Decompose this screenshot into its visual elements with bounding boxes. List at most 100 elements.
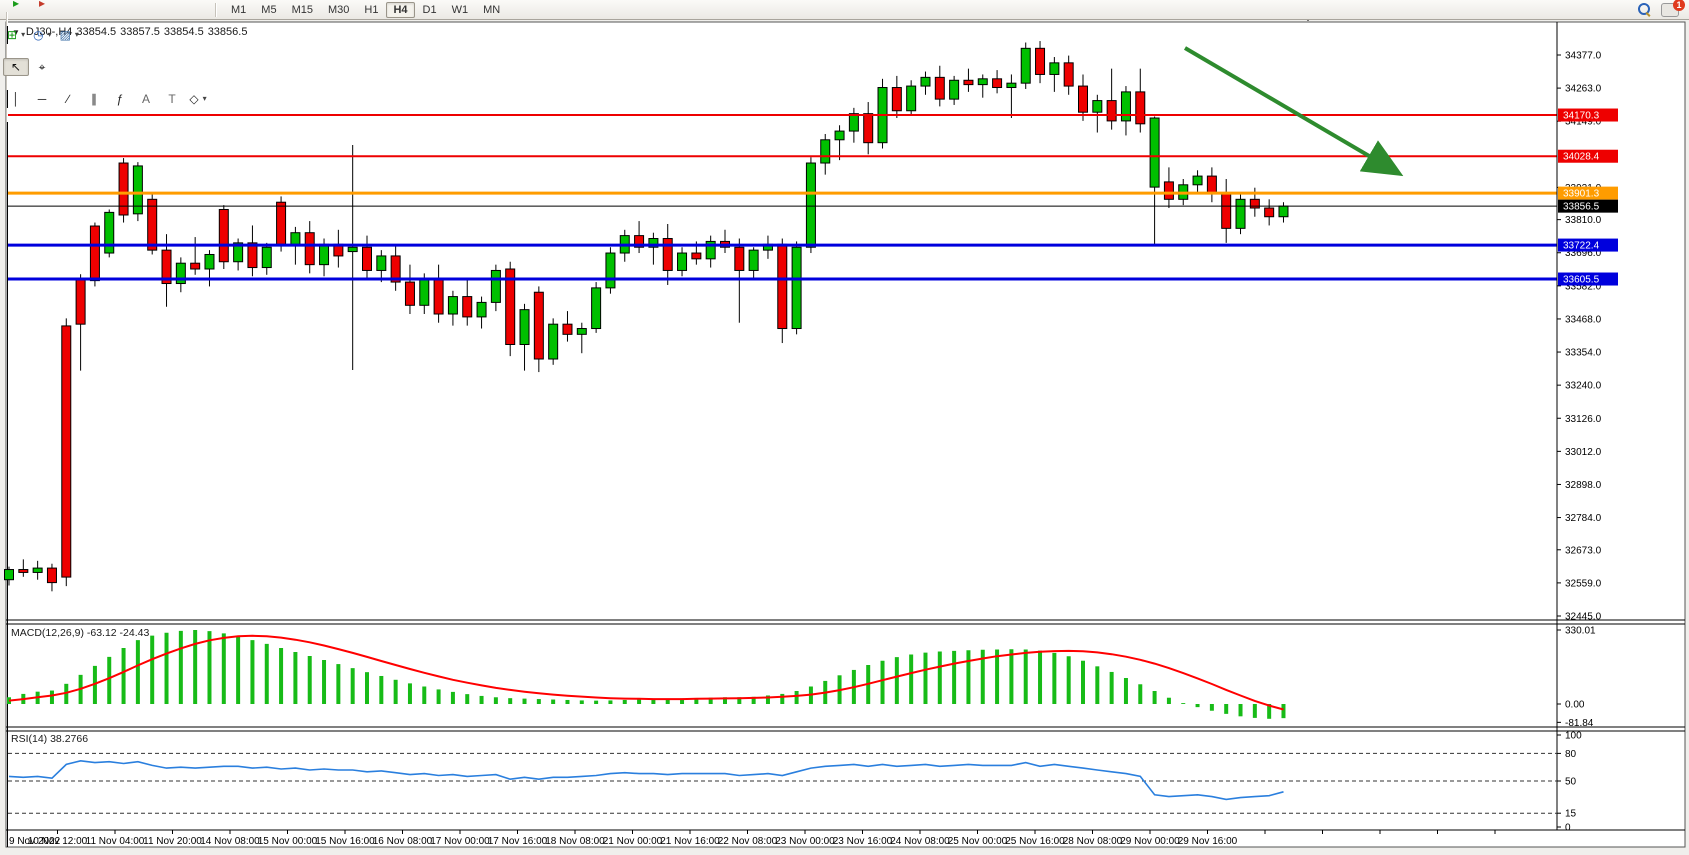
fibonacci-icon: ƒ bbox=[116, 91, 124, 106]
svg-text:33468.0: 33468.0 bbox=[1565, 314, 1602, 325]
auto-scroll-button[interactable]: ▸ bbox=[3, 0, 29, 12]
symbol-dropdown-icon[interactable]: ▼ bbox=[12, 28, 20, 37]
svg-text:16 Nov 08:00: 16 Nov 08:00 bbox=[373, 836, 433, 847]
svg-text:32673.0: 32673.0 bbox=[1565, 545, 1602, 556]
svg-text:23 Nov 00:00: 23 Nov 00:00 bbox=[775, 836, 835, 847]
svg-text:330.01: 330.01 bbox=[1565, 626, 1596, 637]
svg-text:33605.5: 33605.5 bbox=[1563, 275, 1600, 286]
periods-button[interactable]: ◷ ▾ bbox=[29, 26, 56, 44]
svg-text:9 Nov 2022: 9 Nov 2022 bbox=[9, 836, 61, 847]
horizontal-line-icon: ─ bbox=[37, 91, 47, 106]
svg-text:34149.0: 34149.0 bbox=[1565, 117, 1602, 128]
timeframe-H4[interactable]: H4 bbox=[386, 1, 415, 18]
shapes-caret-icon[interactable]: ▾ bbox=[202, 94, 207, 103]
svg-text:11 Nov 04:00: 11 Nov 04:00 bbox=[86, 836, 145, 847]
ohlc-low: 33854.5 bbox=[163, 26, 204, 38]
toolbar-separator bbox=[6, 11, 7, 26]
text-button[interactable]: A bbox=[133, 90, 159, 108]
svg-text:50: 50 bbox=[1565, 777, 1577, 788]
svg-text:18 Nov 08:00: 18 Nov 08:00 bbox=[545, 836, 605, 847]
channel-button[interactable]: ∥ bbox=[81, 90, 107, 108]
trendline-button[interactable]: ∕ bbox=[55, 90, 81, 108]
periods-caret-icon[interactable]: ▾ bbox=[47, 30, 52, 39]
trendline-icon: ∕ bbox=[66, 91, 69, 106]
svg-text:100: 100 bbox=[1565, 731, 1582, 742]
timeframe-H1[interactable]: H1 bbox=[364, 3, 379, 16]
templates-button[interactable]: ▨ ▾ bbox=[56, 26, 83, 44]
svg-text:28 Nov 08:00: 28 Nov 08:00 bbox=[1063, 836, 1123, 847]
chart-shift-button[interactable]: ▸ bbox=[29, 0, 55, 12]
timeframe-D1[interactable]: D1 bbox=[422, 3, 437, 16]
svg-text:0.00: 0.00 bbox=[1565, 700, 1585, 711]
svg-text:21 Nov 00:00: 21 Nov 00:00 bbox=[603, 836, 663, 847]
indicators-caret-icon[interactable]: ▾ bbox=[21, 30, 26, 39]
toolbar-separator bbox=[6, 75, 7, 90]
svg-text:34377.0: 34377.0 bbox=[1565, 51, 1602, 62]
svg-text:29 Nov 16:00: 29 Nov 16:00 bbox=[1178, 836, 1238, 847]
panel-splitter-macd[interactable] bbox=[0, 617, 1689, 624]
svg-text:32445.0: 32445.0 bbox=[1565, 611, 1602, 622]
timeframe-M30[interactable]: M30 bbox=[327, 3, 350, 16]
rsi-indicator-label: RSI(14) 38.2766 bbox=[11, 733, 89, 745]
search-icon[interactable] bbox=[1638, 3, 1651, 16]
crosshair-button[interactable]: ⌖ bbox=[29, 58, 55, 76]
svg-text:34028.4: 34028.4 bbox=[1563, 152, 1600, 163]
svg-text:0: 0 bbox=[1565, 823, 1571, 834]
svg-text:15 Nov 00:00: 15 Nov 00:00 bbox=[258, 836, 318, 847]
channel-icon: ∥ bbox=[91, 91, 97, 106]
toolbar-buttons: ⊞新订单◆☻◉●自动交易▥▮∿⊕⊖▦▸▸⊞▾◷▾▨▾↖⌖│─∕∥ƒAT◇▾ bbox=[3, 0, 211, 122]
svg-text:33012.0: 33012.0 bbox=[1565, 447, 1602, 458]
notifications-icon[interactable]: 1 bbox=[1661, 0, 1685, 17]
svg-text:-81.84: -81.84 bbox=[1565, 718, 1594, 729]
toolbar: ⊞新订单◆☻◉●自动交易▥▮∿⊕⊖▦▸▸⊞▾◷▾▨▾↖⌖│─∕∥ƒAT◇▾ M1… bbox=[0, 0, 1689, 122]
auto-scroll-icon: ▸ bbox=[12, 0, 20, 10]
chart-info-line[interactable]: ▼ DJ30-,H4 33854.5 33857.5 33854.5 33856.5 bbox=[12, 26, 251, 38]
ohlc-open: 33854.5 bbox=[76, 26, 117, 38]
cursor-icon: ↖ bbox=[10, 59, 22, 74]
ohlc-close: 33856.5 bbox=[207, 26, 248, 38]
svg-text:23 Nov 16:00: 23 Nov 16:00 bbox=[833, 836, 893, 847]
templates-icon: ▨ bbox=[59, 27, 71, 42]
svg-text:33856.5: 33856.5 bbox=[1563, 202, 1600, 213]
indicators-button[interactable]: ⊞ ▾ bbox=[3, 26, 29, 44]
svg-text:17 Nov 00:00: 17 Nov 00:00 bbox=[430, 836, 490, 847]
symbol-period: DJ30-,H4 bbox=[25, 26, 73, 38]
svg-text:33901.3: 33901.3 bbox=[1563, 189, 1600, 200]
timeframe-W1[interactable]: W1 bbox=[451, 3, 469, 16]
svg-text:15 Nov 16:00: 15 Nov 16:00 bbox=[315, 836, 375, 847]
svg-text:32784.0: 32784.0 bbox=[1565, 513, 1602, 524]
timeframe-MN[interactable]: MN bbox=[483, 3, 501, 16]
svg-text:11 Nov 20:00: 11 Nov 20:00 bbox=[143, 836, 202, 847]
toolbar-separator bbox=[215, 2, 216, 17]
toolbar-separator bbox=[6, 107, 7, 122]
svg-text:15: 15 bbox=[1565, 809, 1577, 820]
svg-text:33810.0: 33810.0 bbox=[1565, 215, 1602, 226]
svg-text:32559.0: 32559.0 bbox=[1565, 578, 1602, 589]
svg-text:34170.3: 34170.3 bbox=[1563, 111, 1600, 122]
svg-text:33582.0: 33582.0 bbox=[1565, 281, 1602, 292]
svg-text:33722.4: 33722.4 bbox=[1563, 241, 1600, 252]
svg-text:33126.0: 33126.0 bbox=[1565, 414, 1602, 425]
text-label-icon: T bbox=[168, 91, 176, 106]
svg-text:25 Nov 16:00: 25 Nov 16:00 bbox=[1005, 836, 1065, 847]
timeframe-M15[interactable]: M15 bbox=[291, 3, 313, 16]
shapes-button[interactable]: ◇ ▾ bbox=[185, 90, 211, 108]
horizontal-line-button[interactable]: ─ bbox=[29, 90, 55, 108]
timeframe-M1[interactable]: M1 bbox=[231, 3, 247, 16]
panel-splitter-rsi[interactable] bbox=[0, 724, 1689, 731]
vertical-line-button[interactable]: │ bbox=[3, 90, 29, 108]
crosshair-icon: ⌖ bbox=[38, 59, 46, 74]
templates-caret-icon[interactable]: ▾ bbox=[74, 30, 79, 39]
notification-badge: 1 bbox=[1673, 0, 1685, 11]
svg-text:17 Nov 16:00: 17 Nov 16:00 bbox=[488, 836, 548, 847]
cursor-button[interactable]: ↖ bbox=[3, 57, 29, 76]
toolbar-separator bbox=[6, 43, 7, 58]
ohlc-high: 33857.5 bbox=[120, 26, 160, 38]
text-label-button[interactable]: T bbox=[159, 90, 185, 108]
timeframe-M5[interactable]: M5 bbox=[261, 3, 277, 16]
text-icon: A bbox=[141, 91, 150, 106]
svg-text:34263.0: 34263.0 bbox=[1565, 84, 1602, 95]
fibonacci-button[interactable]: ƒ bbox=[107, 90, 133, 108]
